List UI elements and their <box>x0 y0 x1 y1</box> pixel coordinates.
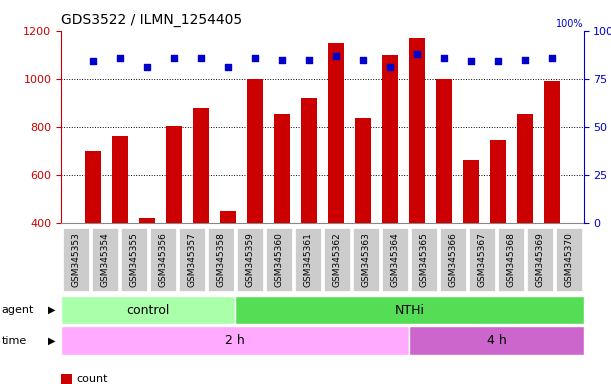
Text: GSM345366: GSM345366 <box>448 232 458 286</box>
Text: GSM345357: GSM345357 <box>187 232 196 286</box>
Point <box>223 64 233 70</box>
Text: GSM345354: GSM345354 <box>100 232 109 286</box>
Text: agent: agent <box>2 305 34 315</box>
FancyBboxPatch shape <box>266 228 292 291</box>
Point <box>358 56 368 63</box>
Bar <box>61 296 235 324</box>
FancyBboxPatch shape <box>469 228 495 291</box>
FancyBboxPatch shape <box>295 228 321 291</box>
FancyBboxPatch shape <box>150 228 176 291</box>
Text: GSM345353: GSM345353 <box>71 232 80 286</box>
Bar <box>220 212 236 223</box>
FancyBboxPatch shape <box>208 228 234 291</box>
Point <box>196 55 206 61</box>
Text: GSM345360: GSM345360 <box>274 232 284 286</box>
Bar <box>166 126 182 223</box>
Point <box>493 58 503 65</box>
Text: GSM345361: GSM345361 <box>303 232 312 286</box>
Point <box>439 55 448 61</box>
Text: GSM345362: GSM345362 <box>332 232 342 286</box>
Text: GDS3522 / ILMN_1254405: GDS3522 / ILMN_1254405 <box>61 13 242 27</box>
Text: GSM345365: GSM345365 <box>419 232 428 286</box>
Text: ▶: ▶ <box>48 305 55 315</box>
Point <box>385 64 395 70</box>
Bar <box>409 38 425 223</box>
FancyBboxPatch shape <box>178 228 205 291</box>
FancyBboxPatch shape <box>382 228 408 291</box>
Bar <box>354 118 371 223</box>
FancyBboxPatch shape <box>411 228 437 291</box>
Text: GSM345367: GSM345367 <box>477 232 486 286</box>
Text: 2 h: 2 h <box>225 334 245 347</box>
FancyBboxPatch shape <box>324 228 350 291</box>
Point <box>169 55 179 61</box>
Text: ▶: ▶ <box>48 336 55 346</box>
Text: GSM345368: GSM345368 <box>507 232 516 286</box>
Text: GSM345369: GSM345369 <box>535 232 544 286</box>
FancyBboxPatch shape <box>120 228 147 291</box>
Bar <box>463 161 479 223</box>
Text: count: count <box>76 374 108 384</box>
Bar <box>409 326 584 355</box>
Text: GSM345359: GSM345359 <box>245 232 254 286</box>
Bar <box>193 108 209 223</box>
Text: 100%: 100% <box>556 19 584 29</box>
FancyBboxPatch shape <box>353 228 379 291</box>
Bar <box>544 81 560 223</box>
Bar <box>327 43 344 223</box>
Bar <box>436 79 452 223</box>
FancyBboxPatch shape <box>62 228 89 291</box>
Point <box>115 55 125 61</box>
Text: control: control <box>126 304 170 316</box>
Point <box>547 55 557 61</box>
Bar <box>247 79 263 223</box>
Text: 4 h: 4 h <box>486 334 507 347</box>
Bar <box>274 114 290 223</box>
Bar <box>382 55 398 223</box>
Text: NTHi: NTHi <box>394 304 425 316</box>
Bar <box>301 98 317 223</box>
Bar <box>235 296 584 324</box>
Text: GSM345370: GSM345370 <box>565 232 574 286</box>
Point <box>142 64 152 70</box>
FancyBboxPatch shape <box>527 228 553 291</box>
Text: GSM345364: GSM345364 <box>390 232 400 286</box>
Bar <box>139 218 155 223</box>
Text: GSM345358: GSM345358 <box>216 232 225 286</box>
Bar <box>489 140 506 223</box>
Point <box>412 51 422 57</box>
Point <box>88 58 98 65</box>
Point <box>520 56 530 63</box>
Text: GSM345363: GSM345363 <box>361 232 370 286</box>
Point <box>304 56 313 63</box>
FancyBboxPatch shape <box>556 228 582 291</box>
Bar <box>112 136 128 223</box>
Point <box>331 53 341 59</box>
Text: GSM345356: GSM345356 <box>158 232 167 286</box>
FancyBboxPatch shape <box>440 228 466 291</box>
Point <box>277 56 287 63</box>
Bar <box>61 326 409 355</box>
Point <box>250 55 260 61</box>
FancyBboxPatch shape <box>92 228 118 291</box>
Bar <box>85 151 101 223</box>
Text: GSM345355: GSM345355 <box>129 232 138 286</box>
FancyBboxPatch shape <box>498 228 524 291</box>
Text: time: time <box>2 336 27 346</box>
Point <box>466 58 475 65</box>
Bar <box>516 114 533 223</box>
FancyBboxPatch shape <box>236 228 263 291</box>
